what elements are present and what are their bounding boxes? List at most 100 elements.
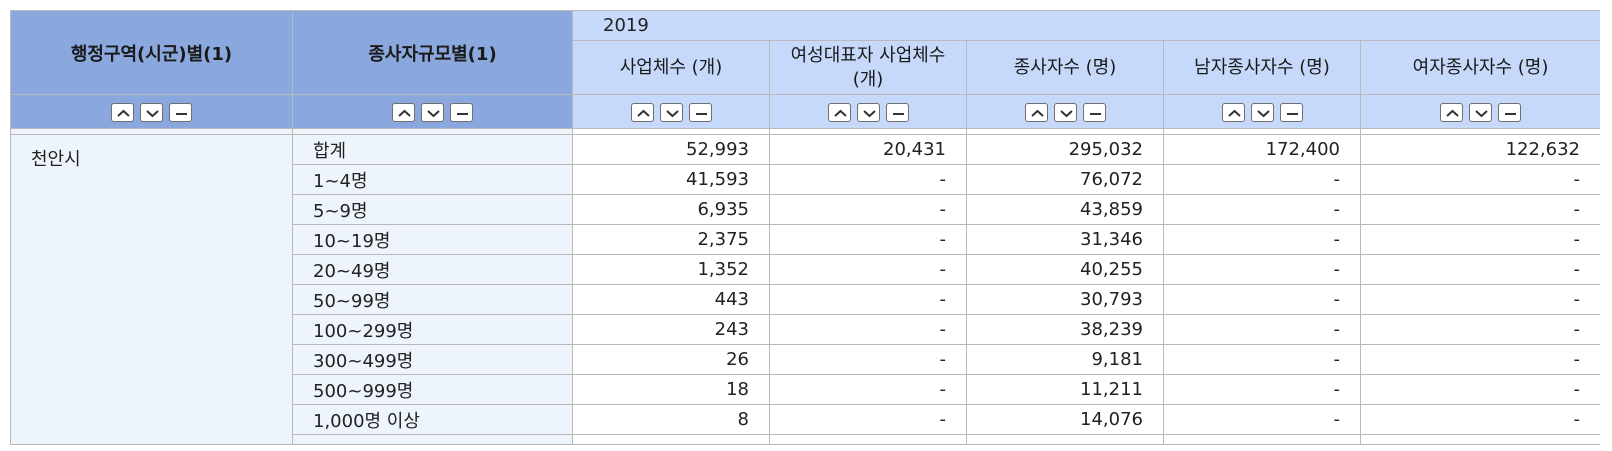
chevron-up-sort-button[interactable] (827, 102, 851, 122)
size-cell: 20~49명 (292, 254, 573, 285)
chevron-up-sort-button[interactable] (392, 102, 415, 122)
value-cell: 30,793 (966, 284, 1164, 315)
value-cell: 1,352 (572, 254, 770, 285)
minus-sort-button[interactable] (450, 102, 473, 122)
sort-group (1163, 94, 1361, 129)
size-cell: 10~19명 (292, 224, 573, 255)
chevron-down-icon (862, 109, 876, 117)
value-cell: 9,181 (966, 344, 1164, 375)
dim-header-size: 종사자규모별(1) (292, 10, 573, 95)
chevron-up-icon (636, 109, 650, 117)
table-row: 1~4명 41,593-76,072- - (11, 164, 1600, 195)
col-header-establishments: 사업체수 (개) (572, 40, 770, 95)
chevron-up-sort-button[interactable] (1221, 102, 1245, 122)
clipped-row (11, 434, 1600, 445)
value-cell: - (1163, 314, 1361, 345)
minus-icon (457, 112, 468, 115)
size-cell: 300~499명 (292, 344, 573, 375)
value-cell: 38,239 (966, 314, 1164, 345)
chevron-down-icon (1475, 109, 1488, 117)
sort-group (769, 94, 967, 129)
value-cell: - (769, 344, 967, 375)
size-cell: 1,000명 이상 (292, 404, 573, 435)
value-cell: - (1359, 164, 1600, 195)
chevron-down-sort-button[interactable] (856, 102, 880, 122)
value-cell: 243 (572, 314, 770, 345)
value-cell: 2,375 (572, 224, 770, 255)
chevron-down-icon (1256, 109, 1270, 117)
value-cell: - (1359, 194, 1600, 225)
chevron-up-icon (398, 109, 411, 117)
value-cell: 172,400 (1163, 134, 1361, 165)
minus-sort-button[interactable] (1279, 102, 1303, 122)
dim-header-region: 행정구역(시군)별(1) (10, 10, 293, 95)
minus-sort-button[interactable] (885, 102, 909, 122)
chevron-up-sort-button[interactable] (630, 102, 654, 122)
value-cell: 295,032 (966, 134, 1164, 165)
statistics-table: 행정구역(시군)별(1) 종사자규모별(1) 2019 사업체수 (개) 여성대… (10, 10, 1600, 445)
chevron-down-icon (665, 109, 679, 117)
value-cell: - (769, 254, 967, 285)
value-cell: 18 (572, 374, 770, 405)
value-cell: 43,859 (966, 194, 1164, 225)
value-cell: - (1359, 254, 1600, 285)
minus-sort-button[interactable] (1082, 102, 1106, 122)
value-cell: - (769, 374, 967, 405)
col-header-workers: 종사자수 (명) (966, 40, 1164, 95)
sort-group (1359, 94, 1600, 129)
value-cell: 41,593 (572, 164, 770, 195)
sort-group (966, 94, 1164, 129)
chevron-down-sort-button[interactable] (659, 102, 683, 122)
table-row: 1,000명 이상 8-14,076- - (11, 404, 1600, 435)
table-row: 천안시 합계 52,993 20,431 295,032 172,400 122,632 (10, 134, 1600, 445)
minus-icon (1286, 112, 1298, 115)
col-header-female-owner-establishments: 여성대표자 사업체수 (개) (769, 40, 967, 95)
value-cell: - (769, 194, 967, 225)
value-cell: - (769, 314, 967, 345)
table-row: 20~49명 1,352-40,255- - (11, 254, 1600, 285)
value-cell: 40,255 (966, 254, 1164, 285)
value-cell: - (1359, 374, 1600, 405)
value-cell: - (1359, 224, 1600, 255)
sort-controls-row (10, 94, 1600, 129)
chevron-down-sort-button[interactable] (140, 102, 163, 122)
chevron-up-icon (1227, 109, 1241, 117)
table-row: 10~19명 2,375-31,346- - (11, 224, 1600, 255)
value-cell: - (1163, 194, 1361, 225)
value-cell: - (1163, 224, 1361, 255)
size-cell: 50~99명 (292, 284, 573, 315)
minus-sort-button[interactable] (688, 102, 712, 122)
minus-sort-button[interactable] (1498, 102, 1521, 122)
table-row: 300~499명 26-9,181- - (11, 344, 1600, 375)
value-cell: - (1359, 284, 1600, 315)
value-cell: 26 (572, 344, 770, 375)
size-cell: 합계 (292, 134, 573, 165)
value-cell: - (1163, 254, 1361, 285)
table-row: 500~999명 18-11,211- - (11, 374, 1600, 405)
minus-icon (695, 112, 707, 115)
chevron-down-icon (427, 109, 440, 117)
value-cell: 11,211 (966, 374, 1164, 405)
minus-sort-button[interactable] (169, 102, 192, 122)
chevron-up-sort-button[interactable] (1440, 102, 1463, 122)
value-cell: 8 (572, 404, 770, 435)
year-header: 2019 (571, 10, 1600, 41)
chevron-up-icon (833, 109, 847, 117)
chevron-down-sort-button[interactable] (421, 102, 444, 122)
value-cell: 6,935 (572, 194, 770, 225)
sort-group (10, 94, 293, 129)
chevron-down-sort-button[interactable] (1250, 102, 1274, 122)
minus-icon (1089, 112, 1101, 115)
chevron-up-sort-button[interactable] (1024, 102, 1048, 122)
chevron-down-sort-button[interactable] (1469, 102, 1492, 122)
chevron-down-sort-button[interactable] (1053, 102, 1077, 122)
minus-icon (176, 112, 187, 115)
value-cell: 52,993 (572, 134, 770, 165)
size-cell: 1~4명 (292, 164, 573, 195)
value-cell: 14,076 (966, 404, 1164, 435)
value-cell: - (1359, 404, 1600, 435)
table-row: 50~99명 443-30,793- - (11, 284, 1600, 315)
value-cell: - (1359, 314, 1600, 345)
chevron-up-sort-button[interactable] (111, 102, 134, 122)
value-cell: 20,431 (769, 134, 967, 165)
